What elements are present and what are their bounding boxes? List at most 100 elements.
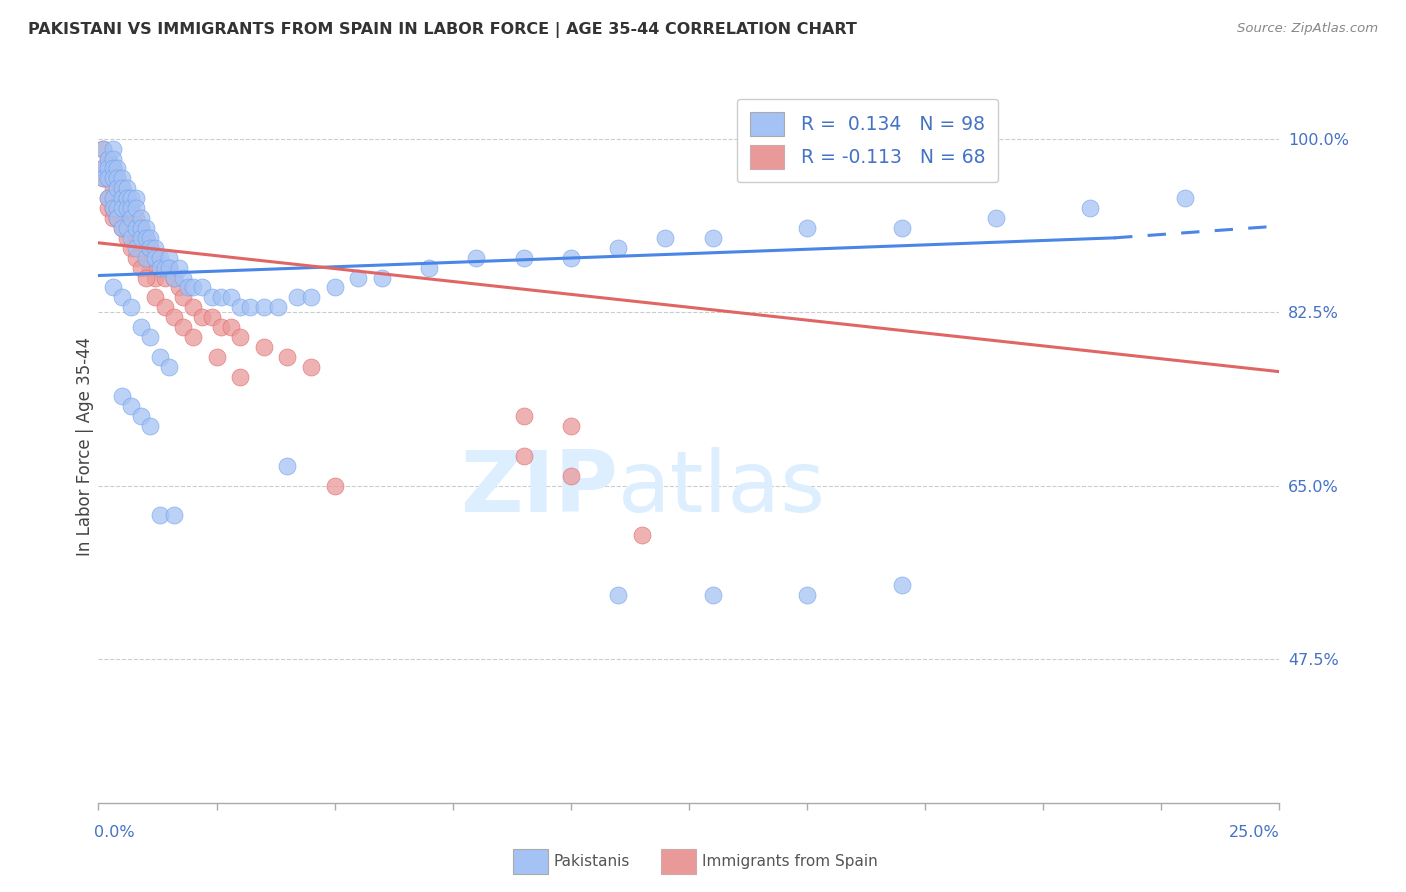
Point <box>91 142 114 156</box>
Point <box>139 231 162 245</box>
Point <box>97 201 120 215</box>
Point <box>97 152 120 166</box>
Point <box>276 458 298 473</box>
Point <box>121 241 143 255</box>
Point <box>157 359 180 374</box>
Point <box>121 221 143 235</box>
Point <box>512 409 534 424</box>
Point <box>97 161 120 176</box>
Point <box>121 201 143 215</box>
Point <box>285 290 308 304</box>
Point <box>115 181 138 195</box>
Point <box>139 419 162 434</box>
Point <box>654 231 676 245</box>
Point <box>97 152 120 166</box>
Point <box>512 251 534 265</box>
Point <box>163 270 186 285</box>
Point <box>465 251 488 265</box>
Point <box>101 181 124 195</box>
Point <box>105 211 128 225</box>
Point <box>702 231 724 245</box>
Point <box>111 171 134 186</box>
Point <box>149 260 172 275</box>
Point <box>121 201 143 215</box>
Point <box>101 201 124 215</box>
Point <box>101 211 124 225</box>
Point <box>143 290 166 304</box>
Point <box>101 280 124 294</box>
Point <box>1174 191 1197 205</box>
Point <box>105 171 128 186</box>
Point <box>105 201 128 215</box>
Point <box>177 280 200 294</box>
Point <box>163 310 186 325</box>
Point <box>97 171 120 186</box>
Point <box>890 221 912 235</box>
Point <box>139 241 162 255</box>
Point <box>796 221 818 235</box>
Point <box>205 350 228 364</box>
Point <box>115 211 138 225</box>
Point <box>371 270 394 285</box>
Point <box>347 270 370 285</box>
Point <box>299 359 322 374</box>
Point <box>105 171 128 186</box>
Point <box>201 290 224 304</box>
Point <box>111 191 134 205</box>
Point <box>153 260 176 275</box>
Point <box>101 161 124 176</box>
Point <box>167 260 190 275</box>
Point <box>111 221 134 235</box>
Point <box>219 320 242 334</box>
Point <box>323 280 346 294</box>
Point <box>167 280 190 294</box>
Point <box>101 191 124 205</box>
Point <box>115 191 138 205</box>
Point <box>702 588 724 602</box>
Point <box>121 211 143 225</box>
Point <box>607 241 630 255</box>
Point <box>101 161 124 176</box>
Point <box>153 300 176 314</box>
Point <box>149 508 172 523</box>
Point <box>229 330 252 344</box>
Point <box>253 340 276 354</box>
Point <box>121 231 143 245</box>
Point <box>181 280 204 294</box>
Point <box>125 201 148 215</box>
Point <box>172 270 194 285</box>
Point <box>111 211 134 225</box>
Point <box>121 300 143 314</box>
Point <box>105 211 128 225</box>
Point <box>111 290 134 304</box>
Point <box>91 171 114 186</box>
Point <box>125 221 148 235</box>
Point <box>229 300 252 314</box>
Point <box>115 231 138 245</box>
Point <box>105 191 128 205</box>
Point <box>129 320 152 334</box>
Point <box>143 241 166 255</box>
Point <box>121 191 143 205</box>
Point <box>157 260 180 275</box>
Point <box>191 280 214 294</box>
Point <box>91 142 114 156</box>
Point <box>91 161 114 176</box>
Point <box>111 389 134 403</box>
Point <box>163 270 186 285</box>
Point <box>201 310 224 325</box>
Text: Immigrants from Spain: Immigrants from Spain <box>702 855 877 869</box>
Y-axis label: In Labor Force | Age 35-44: In Labor Force | Age 35-44 <box>76 336 94 556</box>
Point <box>129 241 152 255</box>
Point <box>209 320 232 334</box>
Point <box>101 201 124 215</box>
Point <box>149 260 172 275</box>
Legend:  R =  0.134   N = 98,  R = -0.113   N = 68: R = 0.134 N = 98, R = -0.113 N = 68 <box>737 99 998 182</box>
Text: ZIP: ZIP <box>460 447 619 531</box>
Point <box>105 181 128 195</box>
Point <box>91 161 114 176</box>
Point <box>125 241 148 255</box>
Point <box>149 350 172 364</box>
Point <box>253 300 276 314</box>
Point <box>512 449 534 463</box>
